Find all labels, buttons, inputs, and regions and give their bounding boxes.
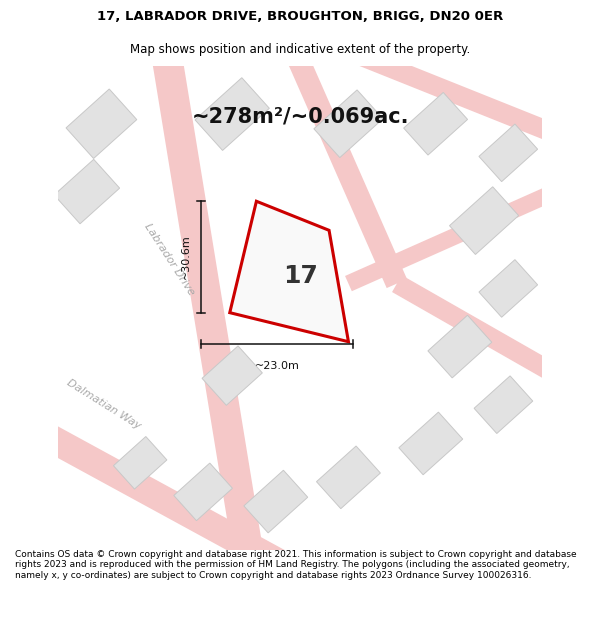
Text: 17: 17	[283, 264, 318, 288]
Polygon shape	[195, 78, 269, 151]
Polygon shape	[479, 259, 538, 318]
Polygon shape	[316, 446, 380, 509]
Polygon shape	[428, 315, 492, 378]
Text: 17, LABRADOR DRIVE, BROUGHTON, BRIGG, DN20 0ER: 17, LABRADOR DRIVE, BROUGHTON, BRIGG, DN…	[97, 10, 503, 23]
Polygon shape	[474, 376, 533, 434]
Text: Contains OS data © Crown copyright and database right 2021. This information is : Contains OS data © Crown copyright and d…	[15, 550, 577, 580]
Polygon shape	[174, 463, 232, 521]
Polygon shape	[314, 90, 383, 158]
Text: ~23.0m: ~23.0m	[254, 361, 299, 371]
Polygon shape	[244, 470, 308, 533]
Text: ~278m²/~0.069ac.: ~278m²/~0.069ac.	[191, 106, 409, 126]
Text: ~30.6m: ~30.6m	[181, 234, 191, 279]
Polygon shape	[202, 346, 262, 406]
Polygon shape	[399, 412, 463, 475]
Polygon shape	[54, 159, 119, 224]
Text: Labrador Drive: Labrador Drive	[142, 222, 196, 297]
Polygon shape	[66, 89, 137, 159]
Polygon shape	[230, 201, 349, 342]
Polygon shape	[449, 187, 518, 254]
Text: Map shows position and indicative extent of the property.: Map shows position and indicative extent…	[130, 42, 470, 56]
Polygon shape	[479, 124, 538, 182]
Polygon shape	[113, 436, 167, 489]
Text: Dalmatian Way: Dalmatian Way	[65, 378, 143, 431]
Polygon shape	[404, 92, 467, 155]
